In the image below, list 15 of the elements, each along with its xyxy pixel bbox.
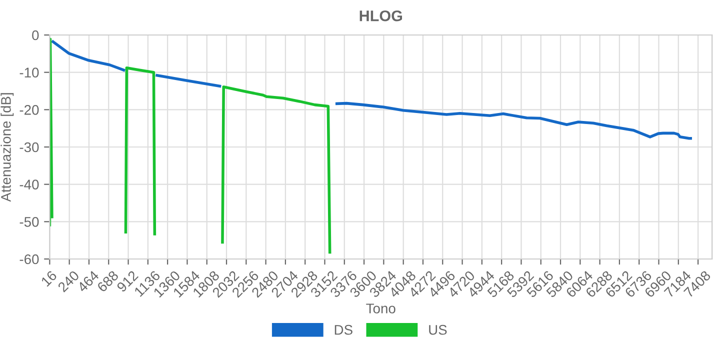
y-tick-label: -50 bbox=[20, 217, 39, 227]
x-tick-label: 240 bbox=[57, 270, 80, 293]
y-axis-title: Attenuazione [dB] bbox=[0, 93, 14, 202]
y-tick-label: -20 bbox=[20, 105, 39, 115]
chart-title: HLOG bbox=[360, 10, 402, 22]
x-axis-title: Tono bbox=[366, 304, 396, 314]
legend-label: US bbox=[429, 324, 447, 335]
y-tick-label: -40 bbox=[20, 180, 39, 190]
x-tick-label: 16 bbox=[40, 270, 58, 287]
y-tick-label: -30 bbox=[20, 142, 39, 152]
y-tick-label: -60 bbox=[20, 254, 39, 264]
y-tick-label: 0 bbox=[32, 30, 39, 40]
y-tick-label: -10 bbox=[20, 68, 39, 78]
x-tick-label: 688 bbox=[96, 270, 120, 293]
legend-label: DS bbox=[334, 324, 352, 335]
